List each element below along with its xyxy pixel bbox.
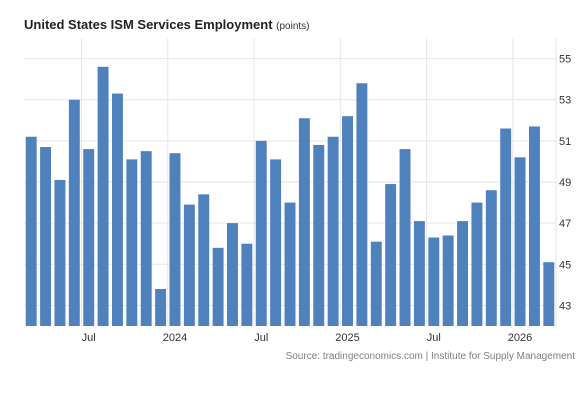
- bar: [241, 243, 253, 326]
- bar: [183, 204, 195, 326]
- bar: [313, 144, 325, 326]
- x-axis: Jul 2024 Jul 2025 Jul 2026: [82, 332, 533, 344]
- bar: [112, 93, 123, 326]
- y-tick-label: 45: [559, 259, 571, 271]
- bar: [298, 118, 310, 326]
- chart-title: United States ISM Services Employment (p…: [24, 17, 310, 32]
- y-tick-label: 53: [559, 95, 571, 107]
- bar: [385, 184, 397, 326]
- bar: [528, 126, 540, 327]
- x-tick-label: 2026: [508, 332, 532, 344]
- bar: [40, 147, 52, 326]
- bar: [68, 99, 80, 327]
- bar: [442, 235, 454, 326]
- y-tick-label: 47: [559, 218, 571, 230]
- bar: [485, 190, 497, 326]
- bar: [327, 136, 339, 326]
- source-note: Source: tradingeconomics.com | Institute…: [285, 351, 575, 362]
- bar: [457, 221, 469, 326]
- bar: [413, 221, 425, 326]
- bar: [97, 66, 109, 327]
- bar: [342, 116, 353, 326]
- y-tick-label: 55: [559, 54, 571, 66]
- bar: [399, 149, 411, 326]
- bar: [83, 149, 95, 326]
- bar: [227, 223, 238, 326]
- bar: [54, 179, 66, 326]
- bar: [471, 202, 483, 326]
- x-tick-label: Jul: [427, 332, 441, 344]
- bar: [25, 136, 37, 326]
- bar: [500, 128, 512, 326]
- x-tick-label: Jul: [254, 332, 268, 344]
- bar: [255, 140, 267, 326]
- bar: [428, 237, 440, 326]
- y-axis: 43 45 47 49 51 53 55: [559, 54, 571, 313]
- x-tick-label: 2025: [335, 332, 359, 344]
- bar: [155, 288, 167, 326]
- y-tick-label: 43: [559, 300, 571, 312]
- bar: [198, 194, 210, 326]
- x-tick-label: Jul: [82, 332, 96, 344]
- bar: [356, 83, 368, 326]
- bars: [25, 66, 555, 327]
- bar: [514, 157, 526, 326]
- bar: [543, 262, 555, 326]
- bar: [270, 159, 282, 326]
- bar: [126, 159, 138, 326]
- bar: [169, 153, 181, 326]
- y-tick-label: 49: [559, 177, 571, 189]
- x-tick-label: 2024: [163, 332, 187, 344]
- bar: [370, 241, 382, 326]
- chart-unit: (points): [276, 21, 310, 32]
- chart-title-text: United States ISM Services Employment: [24, 17, 273, 32]
- bar: [212, 247, 224, 326]
- y-tick-label: 51: [559, 136, 571, 148]
- bar: [140, 151, 152, 326]
- bar: [284, 202, 296, 326]
